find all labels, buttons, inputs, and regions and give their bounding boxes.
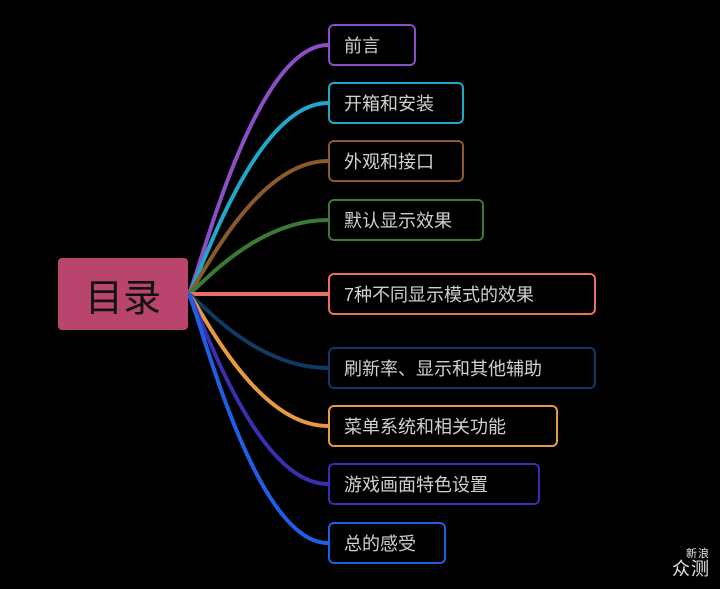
mindmap-canvas: 目录 前言开箱和安装外观和接口默认显示效果 7种不同显示模式的效果刷新率、显示和其…: [0, 0, 720, 589]
child-node: 菜单系统和相关功能: [328, 405, 558, 447]
child-label: 游戏画面特色设置: [344, 471, 488, 497]
child-node: 7种不同显示模式的效果: [328, 273, 596, 315]
child-node: 默认显示效果: [328, 199, 484, 241]
edge: [188, 45, 328, 294]
watermark-line2: 众测: [672, 560, 710, 580]
child-node: 游戏画面特色设置: [328, 463, 540, 505]
child-node: 总的感受: [328, 522, 446, 564]
child-node: 外观和接口: [328, 140, 464, 182]
child-label: 总的感受: [344, 530, 416, 556]
child-label: 前言: [344, 32, 380, 58]
child-label: 默认显示效果: [344, 207, 452, 233]
child-node: 前言: [328, 24, 416, 66]
child-node: 开箱和安装: [328, 82, 464, 124]
root-label: 目录: [85, 267, 161, 322]
watermark: 新浪 众测: [672, 548, 710, 580]
child-node: 刷新率、显示和其他辅助: [328, 347, 596, 389]
child-label: 刷新率、显示和其他辅助: [344, 355, 542, 381]
child-label: 菜单系统和相关功能: [344, 413, 506, 439]
edge: [188, 294, 328, 543]
child-label: 7种不同显示模式的效果: [344, 281, 534, 307]
root-node: 目录: [58, 258, 188, 330]
child-label: 开箱和安装: [344, 90, 434, 116]
child-label: 外观和接口: [344, 148, 434, 174]
